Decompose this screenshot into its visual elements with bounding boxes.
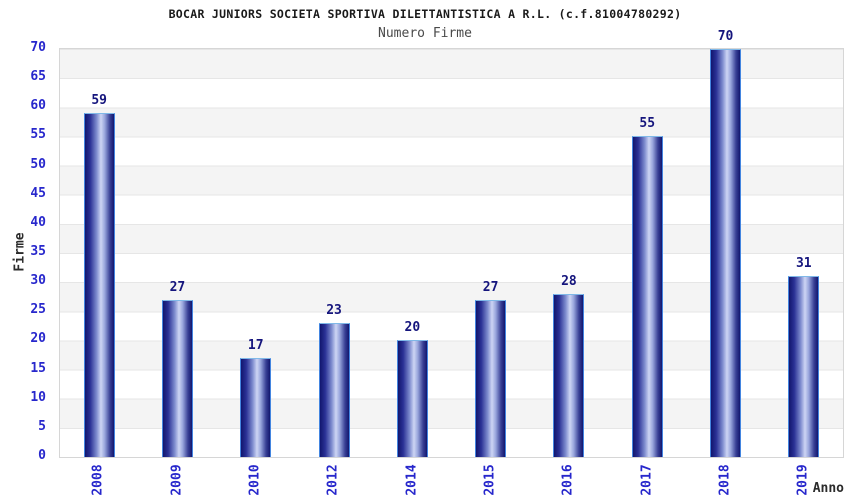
y-tick-label: 60 — [30, 98, 46, 114]
y-tick-label: 15 — [30, 360, 46, 376]
bar-slot: 31 — [765, 49, 843, 457]
bar-2018 — [710, 49, 742, 457]
x-tick-label: 2015 — [482, 464, 498, 496]
bar-2017 — [631, 136, 663, 457]
y-tick-label: 10 — [30, 389, 46, 405]
y-axis: 0 5 10 15 20 25 30 35 40 45 50 55 60 65 70 — [0, 40, 59, 463]
y-tick-label: 45 — [30, 185, 46, 201]
y-tick-label: 65 — [30, 69, 46, 85]
bar-slot: 59 — [60, 49, 138, 457]
x-tick-label: 2012 — [326, 464, 342, 496]
bars-row: 59 27 17 23 20 27 28 55 70 31 — [60, 30, 843, 457]
bar-slot: 23 — [295, 49, 373, 457]
bar-slot: 70 — [686, 30, 764, 457]
bar-2019 — [788, 276, 820, 457]
x-tick-label: 2016 — [560, 464, 576, 496]
x-tick-label: 2018 — [717, 464, 733, 496]
bar-value-label: 20 — [404, 320, 421, 336]
x-tick-label: 2008 — [91, 464, 107, 496]
y-tick-label: 0 — [38, 448, 46, 463]
bar-value-label: 27 — [482, 279, 499, 295]
chart-subtitle: Numero Firme — [378, 26, 472, 41]
bar-slot: 55 — [608, 49, 686, 457]
x-tick-label: 2017 — [639, 464, 655, 496]
bar-value-label: 55 — [639, 116, 656, 132]
bar-value-label: 59 — [91, 93, 107, 109]
y-tick-label: 35 — [30, 244, 46, 259]
bar-value-label: 27 — [169, 279, 186, 295]
bar-2009 — [161, 299, 193, 457]
y-axis-label: Firme — [12, 232, 28, 272]
bar-slot: 20 — [373, 49, 451, 457]
y-tick-label: 30 — [30, 273, 46, 289]
bar-value-label: 31 — [795, 256, 812, 272]
bar-value-label: 70 — [717, 29, 734, 44]
bar-slot: 17 — [217, 49, 295, 457]
x-labels-row: 2008 2009 2010 2012 2014 2015 2016 2017 2018 2019 — [60, 461, 843, 499]
bar-slot: 27 — [451, 49, 529, 457]
bar-value-label: 23 — [326, 302, 342, 318]
x-tick-label: 2010 — [247, 464, 263, 496]
x-tick-label: 2009 — [169, 464, 185, 496]
bar-2014 — [396, 340, 428, 457]
y-tick-label: 20 — [30, 331, 46, 347]
y-tick-label: 50 — [30, 156, 46, 172]
bar-value-label: 17 — [247, 337, 264, 353]
y-tick-label: 40 — [30, 214, 46, 230]
chart-title: BOCAR JUNIORS SOCIETA SPORTIVA DILETTANT… — [168, 7, 682, 21]
bar-2015 — [475, 299, 507, 457]
bar-slot: 28 — [530, 49, 608, 457]
y-tick-label: 70 — [30, 40, 46, 55]
y-tick-label: 25 — [30, 302, 46, 318]
y-tick-label: 5 — [38, 418, 46, 434]
bar-value-label: 28 — [561, 273, 577, 289]
bar-2010 — [240, 357, 272, 457]
bar-2012 — [318, 322, 350, 457]
x-axis-label: Anno — [812, 481, 844, 496]
bar-slot: 27 — [138, 49, 216, 457]
bar-2008 — [83, 113, 115, 457]
y-tick-label: 55 — [30, 127, 46, 143]
bar-2016 — [553, 293, 585, 457]
x-tick-label: 2014 — [404, 464, 420, 496]
plot-area: 59 27 17 23 20 27 28 55 70 31 — [59, 30, 844, 458]
